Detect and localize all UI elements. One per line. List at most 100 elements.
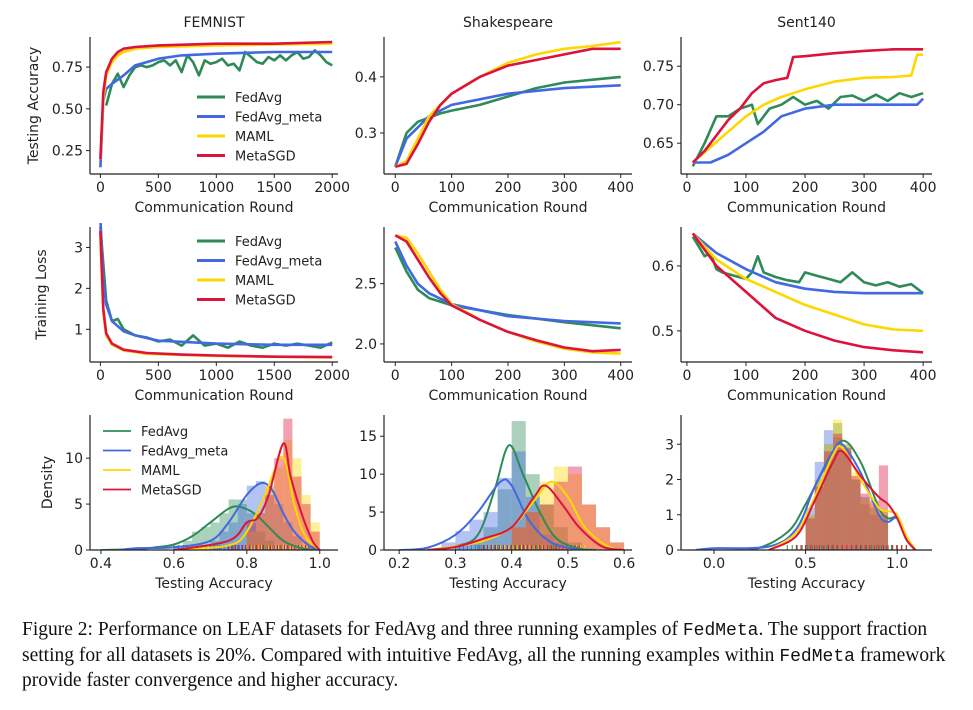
histogram-bar-fedavg_meta (292, 536, 302, 550)
legend-label: FedAvg (235, 91, 282, 106)
y-tick-label: 0 (665, 543, 674, 559)
x-tick-label: 0 (682, 180, 691, 196)
chart-panel: 0 500 1000 1500 2000 0.25 0.50 0.75 FEMNIST Commu… (26, 15, 350, 216)
y-tick-label: 0.5 (652, 324, 674, 340)
histogram-bar-fedavg (833, 423, 843, 550)
y-tick-label: 3 (665, 437, 674, 453)
chart-title: Shakespeare (463, 15, 553, 31)
legend-label: MetaSGD (235, 294, 296, 309)
histogram-bar-maml (860, 500, 870, 550)
series-line-maml (691, 232, 924, 333)
histogram-bar-fedavg (255, 531, 266, 550)
x-tick-label: 0.4 (90, 556, 112, 572)
histogram-bar-fedavg (842, 444, 852, 550)
y-tick-label: 0 (368, 543, 377, 559)
histogram-bar-fedavg (823, 444, 834, 550)
histogram-bar-fedavg (539, 504, 554, 550)
histogram-bar-maml (805, 514, 815, 550)
plot-area (394, 234, 621, 355)
chart-title: FEMNIST (183, 15, 244, 31)
histogram-bar-metasgd (246, 522, 256, 550)
y-tick-label: 10 (359, 467, 377, 483)
y-axis-label: Density (40, 456, 56, 509)
chart-panel: 0.0 0.5 1.0 0 1 2 3 Testing Accuracy (665, 415, 932, 592)
histogram-bar-maml (301, 494, 311, 550)
x-tick-label: 100 (438, 180, 465, 196)
y-tick-label: 2.0 (355, 337, 377, 353)
series-line-metasgd (99, 40, 333, 160)
histogram-bar-fedavg (805, 514, 815, 550)
legend-label: MAML (141, 464, 180, 479)
histogram-bar-metasgd (610, 542, 625, 550)
chart-panel: 0 100 200 300 400 0.65 0.70 0.75 Sent140 Communic… (643, 15, 937, 216)
x-axis-label: Communication Round (134, 388, 293, 404)
histogram-bar-metasgd (851, 475, 861, 550)
histogram-bar-metasgd (581, 504, 597, 550)
chart-panel: 0.2 0.3 0.4 0.5 0.6 0 5 10 15 Testing Accuracy (359, 415, 635, 592)
series-line-maml (394, 40, 621, 168)
x-tick-label: 1500 (256, 180, 292, 196)
legend-label: MAML (235, 274, 274, 289)
histogram-bar-fedavg (455, 546, 470, 550)
x-tick-label: 100 (733, 368, 760, 384)
histogram-bar-fedavg_meta (851, 479, 861, 550)
x-tick-label: 400 (607, 368, 634, 384)
x-tick-label: 300 (551, 180, 578, 196)
x-tick-label: 0.5 (557, 556, 579, 572)
x-axis-label: Communication Round (727, 388, 886, 404)
series-line-metasgd (691, 232, 924, 354)
histogram-bar-maml (610, 542, 625, 550)
x-tick-label: 300 (851, 180, 878, 196)
plot-area (394, 40, 621, 168)
x-tick-label: 0.5 (794, 556, 816, 572)
y-tick-label: 15 (359, 429, 377, 445)
x-tick-label: 400 (607, 180, 634, 196)
x-axis-label: Testing Accuracy (448, 576, 567, 592)
histogram-bar-maml (814, 479, 824, 550)
series-line-fedavg_meta (692, 97, 925, 164)
histogram-bar-fedavg_meta (878, 518, 889, 550)
histogram-bar-fedavg (201, 527, 211, 550)
histogram-bar-fedavg (210, 522, 220, 550)
histogram-bar-metasgd (553, 481, 568, 550)
histogram-bar-fedavg_meta (869, 514, 879, 550)
x-tick-label: 0.6 (613, 556, 635, 572)
caption-text: Figure 2: Performance on LEAF datasets f… (22, 619, 683, 640)
histogram-bar-fedavg (192, 531, 202, 550)
x-tick-label: 0 (96, 180, 105, 196)
x-tick-label: 500 (145, 180, 172, 196)
histogram-bar-fedavg_meta (274, 504, 284, 550)
kde-curve-metasgd (427, 484, 625, 550)
y-tick-label: 0.50 (52, 102, 83, 118)
x-axis-label: Communication Round (727, 200, 886, 216)
histogram-bar-metasgd (823, 451, 834, 550)
x-tick-label: 0.3 (444, 556, 466, 572)
legend: FedAvg FedAvg_meta MAML MetaSGD (197, 235, 322, 309)
x-tick-label: 300 (551, 368, 578, 384)
histogram-bar-fedavg_meta (525, 496, 540, 550)
x-tick-label: 1.0 (886, 556, 908, 572)
x-tick-label: 0.6 (163, 556, 185, 572)
kde-curve-metasgd (173, 442, 321, 550)
histogram-bar-fedavg_meta (842, 451, 852, 550)
histogram-bar-fedavg_meta (497, 477, 512, 550)
histogram-bar-fedavg (469, 542, 484, 550)
plot-area (399, 421, 625, 550)
histogram-bar-metasgd (283, 418, 293, 550)
caption-code: FedMeta (682, 621, 759, 641)
histogram-bar-fedavg (246, 513, 256, 550)
chart-panel: 0 100 200 300 400 0.5 0.6 Communication Round (652, 227, 937, 404)
caption-text: framework provide faster convergence and… (22, 644, 946, 692)
plot-area (100, 418, 321, 550)
kde-curve-fedavg_meta (119, 481, 321, 550)
histogram-bar-maml (274, 467, 284, 550)
x-tick-label: 2000 (314, 180, 350, 196)
y-tick-label: 0 (74, 543, 83, 559)
legend: FedAvg FedAvg_meta MAML MetaSGD (103, 425, 228, 499)
series-line-metasgd (99, 231, 333, 359)
plot-area (99, 223, 333, 359)
y-tick-label: 10 (65, 451, 83, 467)
histogram-bar-maml (265, 485, 275, 550)
x-tick-label: 200 (495, 368, 522, 384)
x-tick-label: 300 (851, 368, 878, 384)
